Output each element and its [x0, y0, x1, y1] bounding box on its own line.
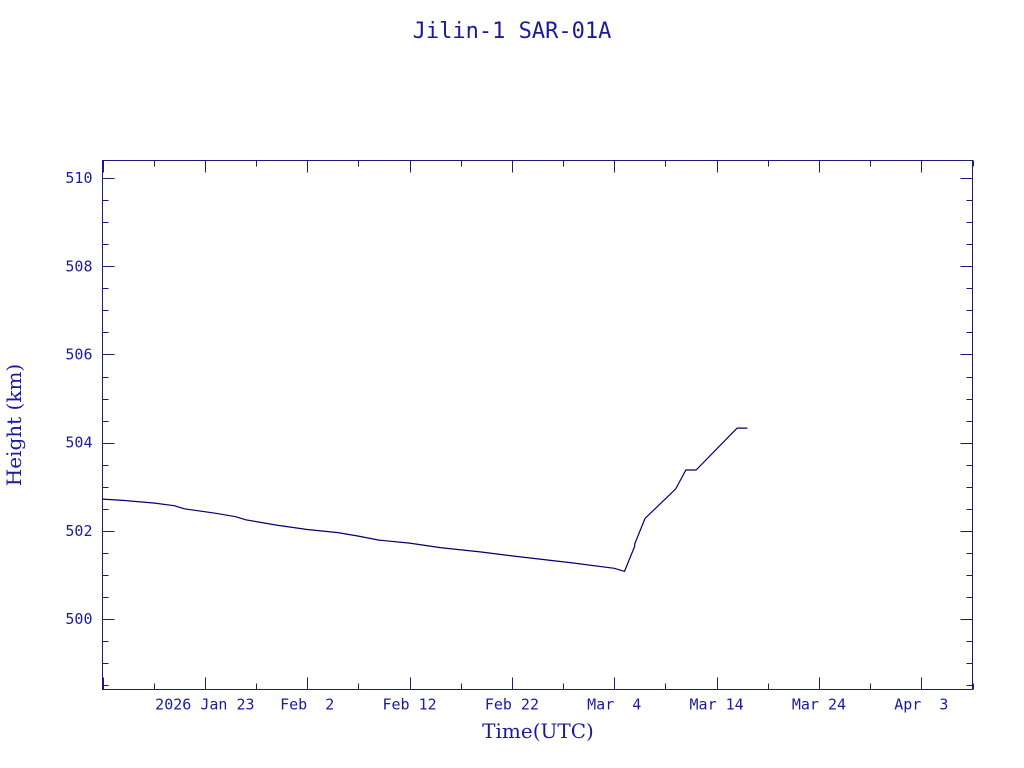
x-tick-label: Mar 24	[792, 696, 846, 714]
plot-frame	[102, 160, 973, 690]
tick-marks	[102, 160, 974, 690]
y-tick-label: 506	[65, 345, 92, 363]
y-tick-label: 502	[65, 522, 92, 540]
y-axis-title: Height (km)	[2, 364, 26, 486]
x-tick-label: Feb 22	[485, 696, 539, 714]
x-tick-labels: 2026 Jan 23 Feb 2 Feb 12 Feb 22 Mar 4 Mar 14 M…	[155, 696, 948, 714]
y-tick-label: 504	[65, 434, 92, 452]
x-tick-label: Feb 12	[382, 696, 436, 714]
y-tick-label: 508	[65, 257, 92, 275]
x-tick-label: Apr 3	[894, 696, 948, 714]
y-tick-label: 510	[65, 169, 92, 187]
x-tick-label: Mar 4	[587, 696, 641, 714]
y-tick-labels: 500 502 504 506 508 510	[65, 169, 92, 628]
y-tick-label: 500	[65, 610, 92, 628]
x-tick-label: 2026 Jan 23	[155, 696, 254, 714]
x-tick-label: Feb 2	[280, 696, 334, 714]
x-tick-label: Mar 14	[690, 696, 744, 714]
chart-title: Jilin-1 SAR-01A	[413, 19, 612, 44]
height-series-line	[102, 427, 748, 573]
x-axis-title: Time(UTC)	[482, 719, 594, 743]
